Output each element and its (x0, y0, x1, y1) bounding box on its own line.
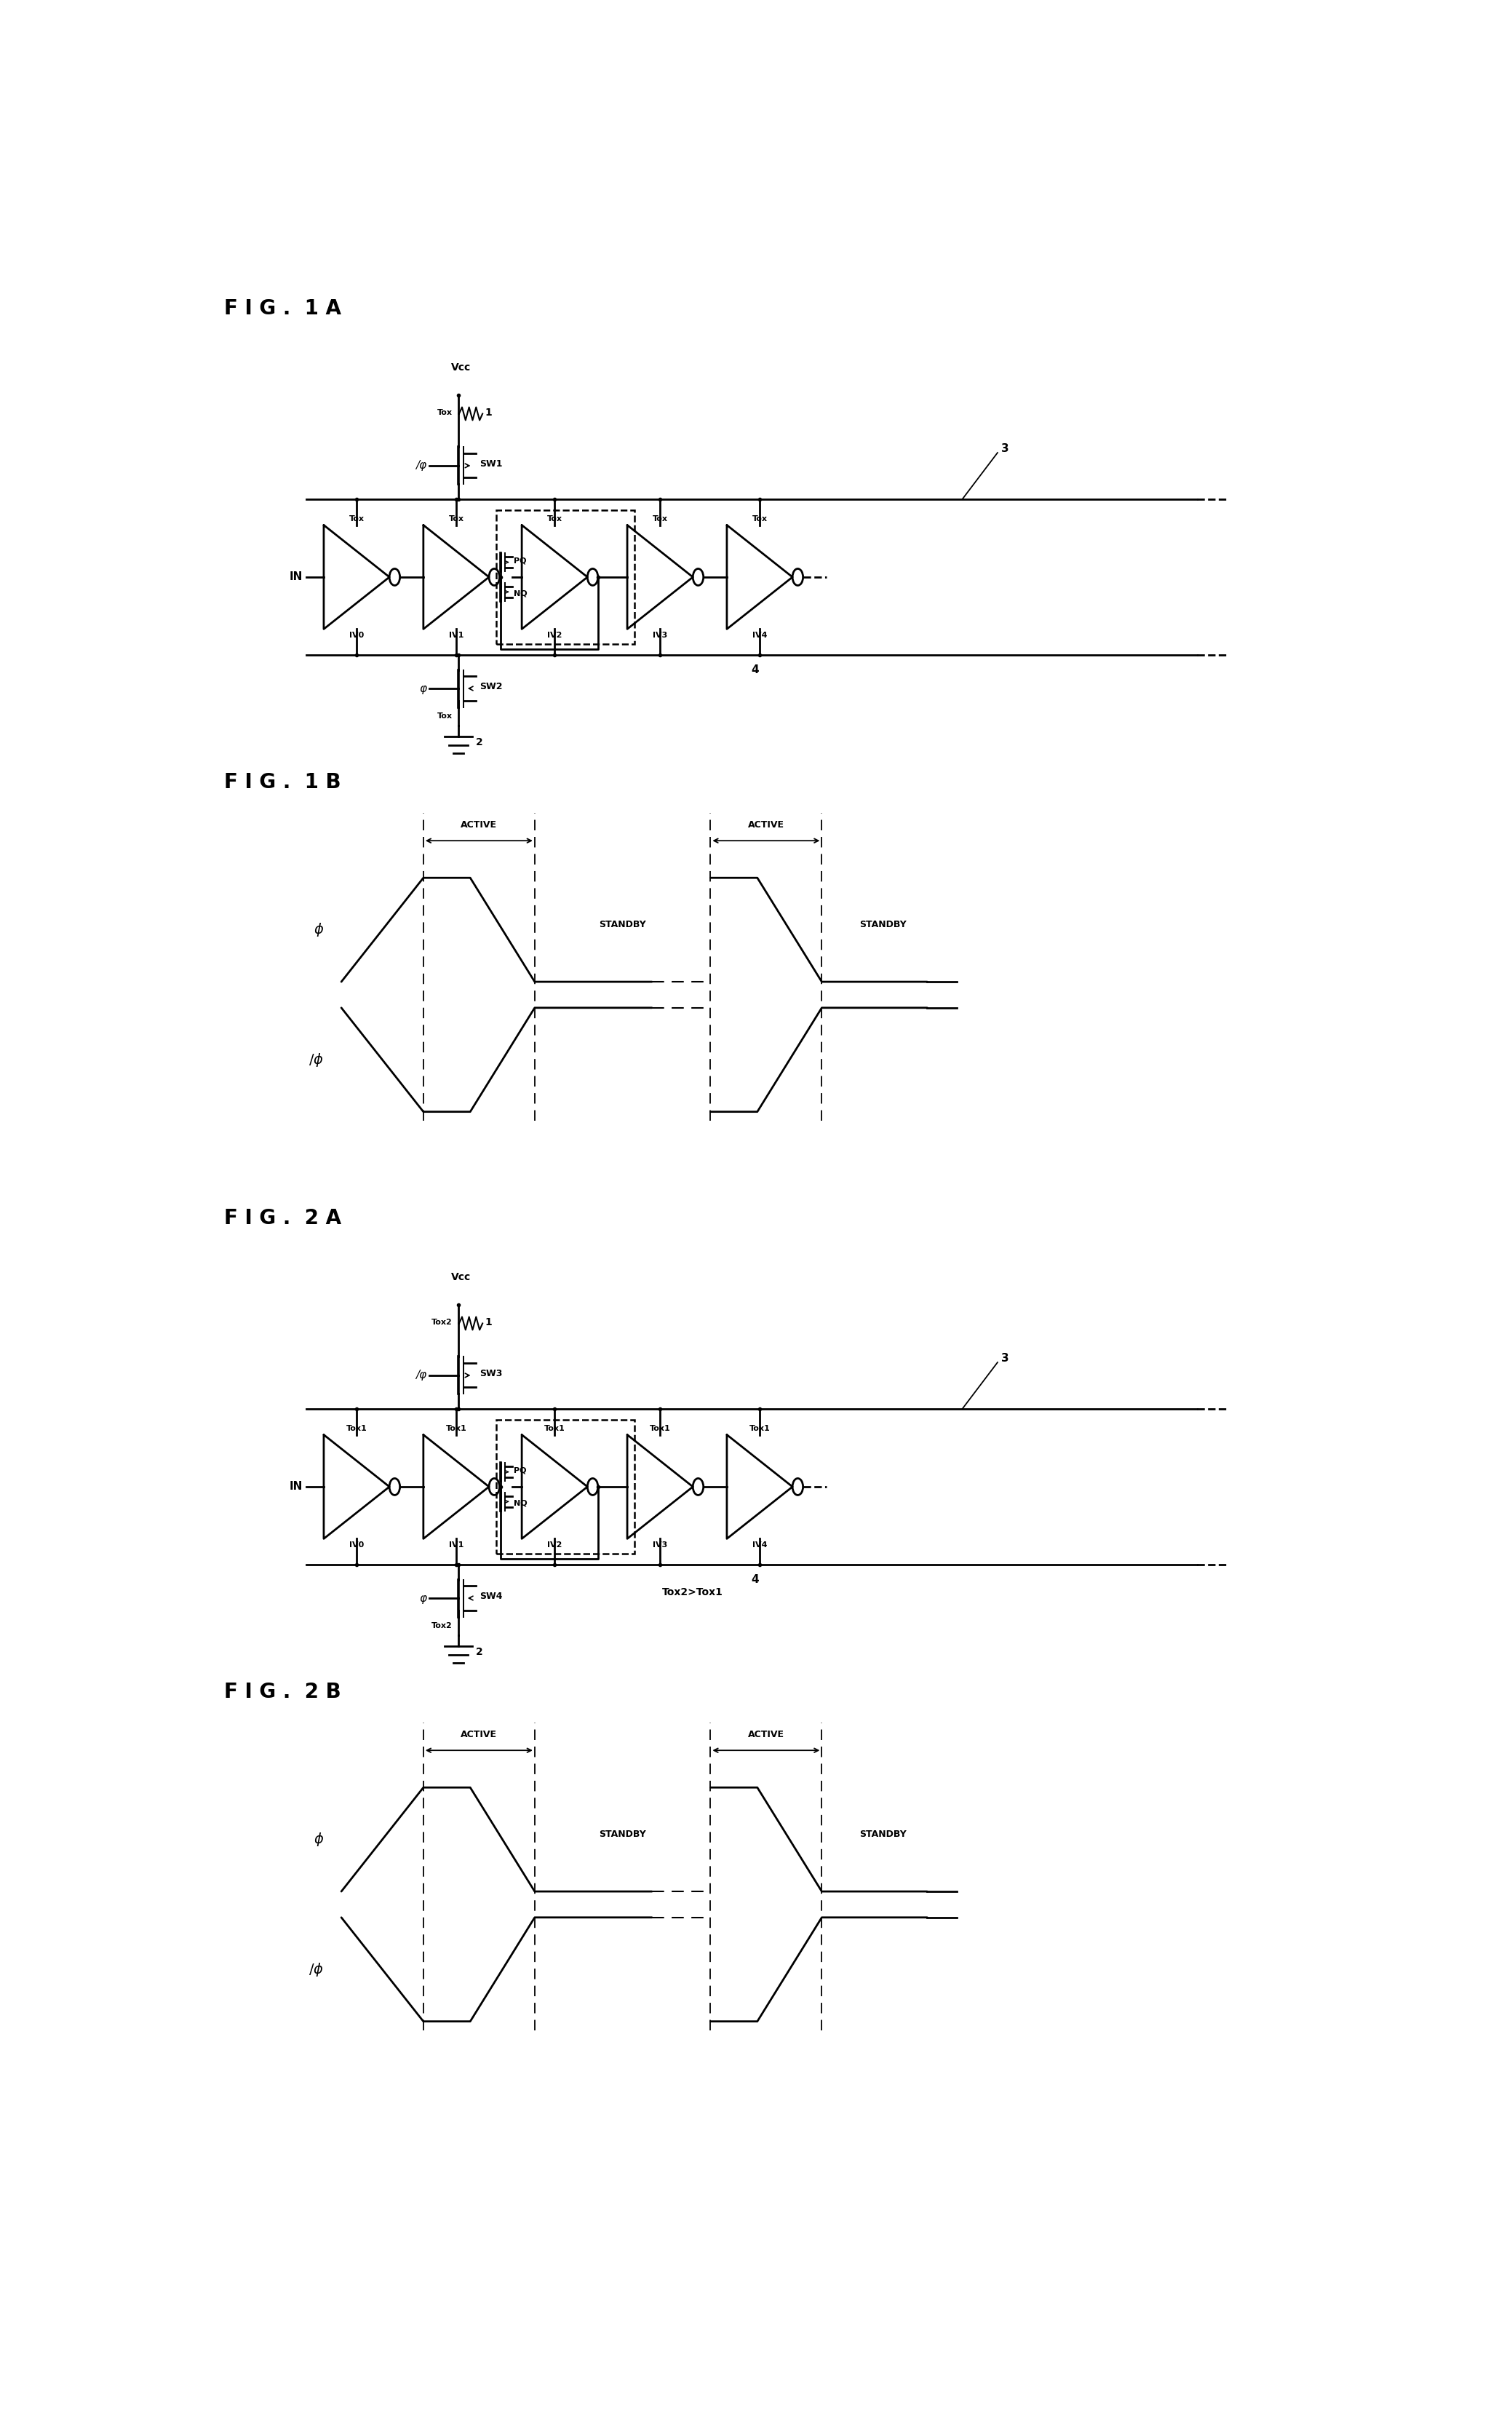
Text: ACTIVE: ACTIVE (461, 820, 497, 829)
Text: Vcc: Vcc (451, 362, 470, 374)
Text: F I G .  2 A: F I G . 2 A (224, 1208, 342, 1230)
Text: Tox: Tox (547, 516, 562, 523)
Text: φ: φ (420, 682, 426, 694)
Text: IV3: IV3 (653, 1541, 667, 1548)
Text: IV0: IV0 (349, 1541, 364, 1548)
Text: Tox: Tox (437, 410, 452, 417)
Text: $\phi$: $\phi$ (313, 1830, 324, 1847)
Text: F I G .  1 A: F I G . 1 A (224, 299, 342, 318)
Text: ACTIVE: ACTIVE (748, 1729, 785, 1738)
Text: /φ: /φ (416, 1369, 426, 1382)
Text: Tox2: Tox2 (432, 1319, 452, 1326)
Text: SW4: SW4 (479, 1591, 502, 1601)
Text: 1: 1 (485, 1316, 491, 1328)
Text: ACTIVE: ACTIVE (461, 1729, 497, 1738)
Text: IV4: IV4 (751, 1541, 767, 1548)
Text: 3: 3 (1001, 1353, 1009, 1365)
Text: SW2: SW2 (479, 682, 502, 692)
Text: 3: 3 (1001, 444, 1009, 453)
Text: F I G .  2 B: F I G . 2 B (224, 1683, 342, 1702)
Text: 2: 2 (476, 738, 484, 747)
Text: Tox1: Tox1 (446, 1425, 467, 1432)
Text: IV2: IV2 (547, 632, 562, 639)
Text: Tox: Tox (449, 516, 464, 523)
Text: IV0: IV0 (349, 632, 364, 639)
Text: 2: 2 (476, 1647, 484, 1656)
Text: ACTIVE: ACTIVE (748, 820, 785, 829)
Text: 4: 4 (751, 665, 759, 675)
Text: IN: IN (289, 1480, 302, 1492)
Text: SW3: SW3 (479, 1369, 502, 1379)
Text: STANDBY: STANDBY (860, 919, 907, 928)
Text: IV1: IV1 (449, 1541, 464, 1548)
Text: NQ: NQ (514, 1500, 528, 1507)
Text: 1: 1 (485, 407, 491, 417)
Text: PQ: PQ (514, 557, 526, 564)
Text: Vcc: Vcc (451, 1273, 470, 1283)
Text: Tox2: Tox2 (432, 1623, 452, 1630)
Text: /φ: /φ (416, 461, 426, 470)
Text: Tox1: Tox1 (346, 1425, 367, 1432)
Text: PQ: PQ (514, 1466, 526, 1473)
Text: STANDBY: STANDBY (599, 919, 646, 928)
Text: STANDBY: STANDBY (599, 1830, 646, 1840)
Text: Tox2>Tox1: Tox2>Tox1 (662, 1586, 723, 1596)
Text: IV3: IV3 (653, 632, 667, 639)
Text: SW1: SW1 (479, 458, 502, 468)
Text: F I G .  1 B: F I G . 1 B (224, 772, 342, 793)
Text: Tox1: Tox1 (750, 1425, 770, 1432)
Text: IV4: IV4 (751, 632, 767, 639)
Text: φ: φ (420, 1594, 426, 1603)
Text: Tox1: Tox1 (650, 1425, 670, 1432)
Text: Tox: Tox (349, 516, 364, 523)
Text: Tox: Tox (751, 516, 767, 523)
Bar (496, 1420, 635, 1553)
Text: IN: IN (289, 571, 302, 583)
Text: NQ: NQ (514, 591, 528, 598)
Bar (496, 511, 635, 644)
Text: $\phi$: $\phi$ (313, 921, 324, 938)
Text: Tox: Tox (652, 516, 668, 523)
Text: 4: 4 (751, 1574, 759, 1584)
Text: Tox: Tox (437, 714, 452, 721)
Text: IV2: IV2 (547, 1541, 562, 1548)
Text: STANDBY: STANDBY (860, 1830, 907, 1840)
Text: IV1: IV1 (449, 632, 464, 639)
Text: Tox1: Tox1 (544, 1425, 565, 1432)
Text: $/\phi$: $/\phi$ (308, 1960, 324, 1977)
Text: $/\phi$: $/\phi$ (308, 1051, 324, 1068)
